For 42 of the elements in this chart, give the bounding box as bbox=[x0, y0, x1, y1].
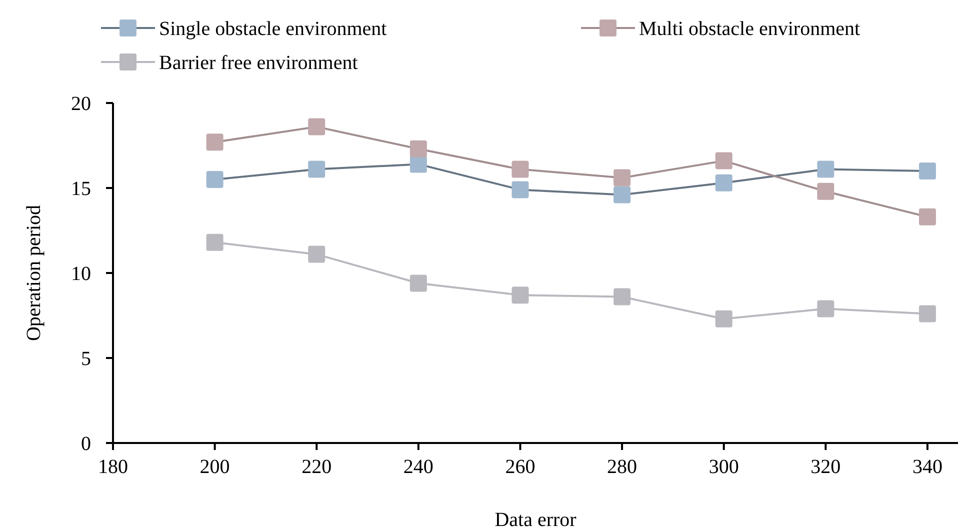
point bbox=[206, 134, 224, 151]
point bbox=[614, 186, 631, 204]
point bbox=[410, 140, 427, 158]
point bbox=[918, 305, 936, 322]
point bbox=[206, 171, 224, 188]
x-tick-label: 340 bbox=[912, 456, 942, 478]
legend-label: Barrier free environment bbox=[159, 52, 358, 74]
point bbox=[918, 162, 936, 180]
point bbox=[308, 118, 326, 136]
x-tick-label: 180 bbox=[98, 456, 128, 478]
point bbox=[715, 152, 732, 170]
y-tick-label: 20 bbox=[71, 93, 91, 115]
point bbox=[308, 160, 326, 178]
x-tick-label: 300 bbox=[708, 456, 739, 478]
point bbox=[614, 169, 631, 186]
point bbox=[410, 274, 427, 292]
point bbox=[512, 286, 529, 304]
x-tick-label: 320 bbox=[810, 456, 841, 478]
point bbox=[614, 288, 631, 306]
x-tick-label: 200 bbox=[200, 456, 230, 478]
x-tick-label: 240 bbox=[403, 456, 434, 478]
point bbox=[206, 234, 224, 251]
legend-label: Multi obstacle environment bbox=[639, 18, 861, 40]
point bbox=[817, 182, 834, 200]
y-tick-label: 5 bbox=[81, 348, 91, 370]
y-axis-title: Operation period bbox=[23, 204, 45, 342]
point bbox=[918, 208, 936, 226]
legend-label: Single obstacle environment bbox=[159, 18, 388, 40]
x-tick-label: 260 bbox=[505, 456, 536, 478]
point bbox=[512, 181, 529, 198]
y-tick-label: 0 bbox=[81, 433, 91, 455]
x-axis-title: Data error bbox=[494, 509, 577, 530]
point bbox=[715, 174, 732, 192]
x-tick-label: 280 bbox=[607, 456, 638, 478]
point bbox=[817, 160, 834, 178]
point bbox=[715, 310, 732, 328]
point bbox=[817, 300, 834, 318]
x-tick-label: 220 bbox=[302, 456, 332, 478]
point bbox=[512, 160, 529, 178]
point bbox=[308, 246, 326, 263]
y-tick-label: 10 bbox=[71, 263, 91, 285]
y-tick-label: 15 bbox=[71, 178, 91, 200]
